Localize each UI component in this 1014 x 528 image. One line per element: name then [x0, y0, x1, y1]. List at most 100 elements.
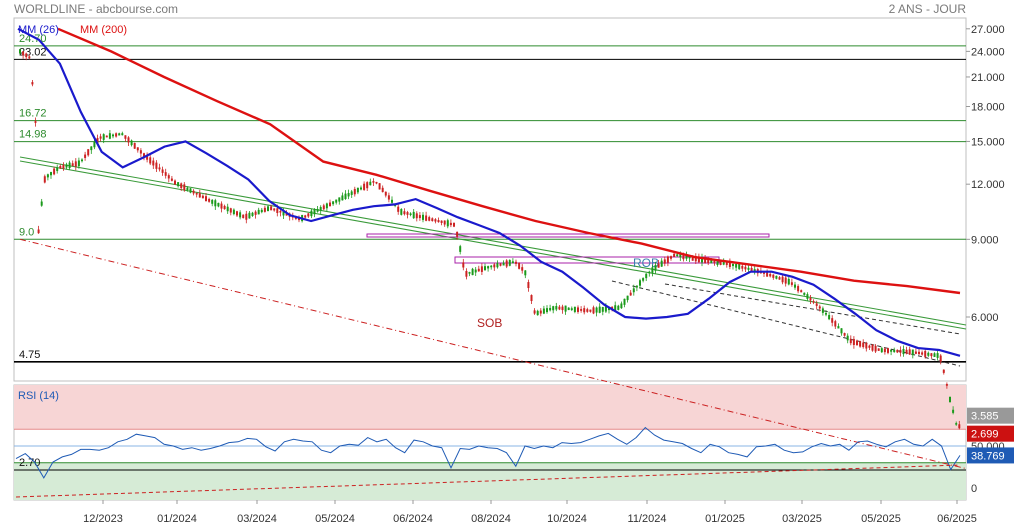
- candle: [666, 255, 669, 267]
- candle: [865, 341, 868, 352]
- price-axis-tick-label: 9.000: [971, 234, 999, 246]
- candle: [840, 328, 843, 336]
- candle-body: [933, 353, 936, 357]
- candle: [146, 152, 149, 163]
- candle: [428, 215, 431, 222]
- candle-body: [747, 267, 750, 270]
- candle: [843, 332, 846, 337]
- candle: [22, 51, 25, 59]
- candle-body: [877, 348, 880, 351]
- candle-body: [691, 255, 694, 261]
- candle: [167, 173, 170, 183]
- candle-body: [325, 203, 328, 209]
- candle: [933, 352, 936, 357]
- candle-body: [84, 154, 87, 158]
- candle: [918, 348, 920, 355]
- candle: [626, 295, 629, 303]
- candle-body: [139, 150, 142, 154]
- candle: [344, 190, 347, 200]
- candle-body: [570, 308, 573, 310]
- candle: [136, 147, 139, 153]
- candle: [930, 352, 933, 359]
- candle: [443, 220, 446, 227]
- candle-body: [635, 285, 638, 288]
- candle: [821, 306, 824, 316]
- candle-body: [849, 338, 852, 344]
- candle-body: [282, 210, 285, 216]
- candle: [660, 258, 663, 267]
- candle-body: [536, 310, 539, 316]
- candle-body: [918, 351, 920, 355]
- candle-body: [316, 208, 319, 212]
- candle-body: [744, 266, 747, 270]
- candle-body: [623, 298, 626, 305]
- candle-body: [164, 172, 167, 176]
- candle: [183, 182, 186, 192]
- candle-body: [598, 306, 601, 313]
- candle: [59, 164, 62, 169]
- candle-body: [226, 206, 229, 212]
- candle-body: [620, 303, 623, 309]
- candle-body: [115, 133, 118, 137]
- candle-body: [25, 53, 28, 58]
- candle: [620, 301, 623, 309]
- candle-body: [319, 207, 322, 211]
- candle: [31, 79, 34, 87]
- candle: [462, 258, 465, 271]
- candle: [942, 369, 945, 375]
- candle: [378, 183, 381, 190]
- candle: [19, 48, 21, 55]
- candle: [905, 346, 908, 355]
- candle-body: [161, 169, 164, 173]
- candle-body: [952, 409, 955, 413]
- candle: [446, 218, 449, 229]
- candle-body: [43, 176, 46, 183]
- candle-body: [127, 137, 130, 143]
- candle-body: [902, 348, 905, 355]
- candle: [189, 188, 192, 194]
- candle-body: [267, 206, 269, 212]
- candle-body: [542, 308, 545, 314]
- candle-body: [102, 134, 105, 140]
- candle-body: [313, 209, 316, 215]
- candle-body: [425, 215, 428, 221]
- last-price-label: 3.585: [971, 411, 999, 423]
- candle-body: [53, 168, 56, 175]
- candle-body: [511, 261, 514, 264]
- candle-body: [136, 147, 139, 151]
- candle-body: [642, 278, 645, 281]
- candle-body: [843, 333, 846, 336]
- candle-body: [480, 266, 483, 272]
- x-axis-tick-label: 10/2024: [547, 513, 587, 525]
- candle-body: [577, 307, 579, 312]
- candle-body: [28, 56, 31, 59]
- candle-body: [273, 208, 276, 211]
- candle: [474, 267, 477, 276]
- candle: [539, 308, 542, 317]
- candle: [34, 117, 37, 127]
- candle: [601, 306, 604, 316]
- candle-body: [214, 200, 217, 207]
- price-level-label: 2.70: [19, 457, 40, 469]
- candle-body: [834, 321, 837, 327]
- candle: [102, 133, 105, 144]
- candle-body: [617, 305, 620, 310]
- candle-body: [893, 349, 896, 353]
- candle: [313, 208, 316, 218]
- candle: [586, 307, 589, 313]
- candle: [694, 253, 697, 265]
- candle-body: [465, 270, 468, 277]
- candle-body: [186, 187, 189, 191]
- candle: [214, 198, 217, 210]
- candle-body: [220, 203, 223, 209]
- candle-body: [403, 211, 406, 215]
- rsi-value-label: 38.769: [971, 450, 1005, 462]
- candle: [552, 305, 555, 314]
- candle: [127, 136, 130, 147]
- candle: [908, 346, 911, 355]
- candle: [800, 289, 803, 293]
- candle: [877, 348, 880, 351]
- x-axis-tick-label: 12/2023: [83, 513, 123, 525]
- candles-group: [19, 48, 961, 430]
- candle-body: [930, 353, 933, 357]
